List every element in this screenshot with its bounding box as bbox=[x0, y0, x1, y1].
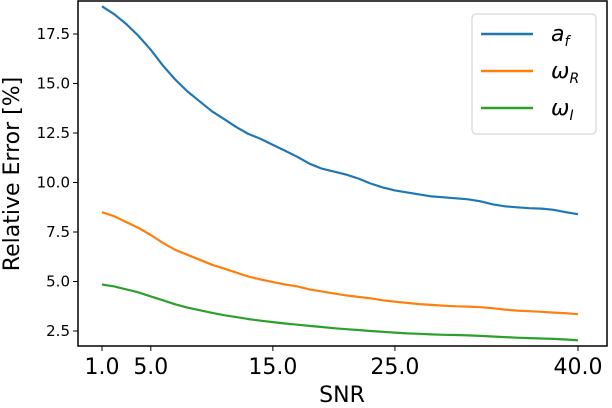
legend: af ωR ωI bbox=[471, 13, 597, 135]
axes-frame bbox=[77, 0, 608, 347]
y-tick-label: 17.5 bbox=[37, 25, 70, 43]
x-tick-label: 25.0 bbox=[370, 355, 419, 380]
y-tick-label: 15.0 bbox=[37, 75, 70, 93]
legend-label: ωR bbox=[551, 59, 579, 87]
series-line-omega_R bbox=[101, 211, 579, 316]
x-axis-ticks: 1.0 5.0 15.0 25.0 40.0 bbox=[85, 346, 603, 380]
series-line-a_f bbox=[101, 5, 579, 216]
y-tick-label: 5.0 bbox=[46, 273, 70, 291]
y-axis-label: Relative Error [%] bbox=[0, 77, 25, 271]
y-tick-label: 7.5 bbox=[46, 223, 70, 241]
legend-label: ωI bbox=[551, 96, 574, 124]
plot-lines bbox=[101, 5, 579, 342]
y-tick-label: 12.5 bbox=[37, 124, 70, 142]
x-tick-label: 1.0 bbox=[85, 355, 120, 380]
y-axis-ticks: 2.5 5.0 7.5 10.0 12.5 15.0 17.5 bbox=[37, 25, 78, 340]
y-tick-label: 10.0 bbox=[37, 174, 70, 192]
series-line-omega_I bbox=[101, 283, 579, 342]
y-tick-label: 2.5 bbox=[46, 322, 70, 340]
x-tick-label: 40.0 bbox=[554, 355, 603, 380]
x-tick-label: 15.0 bbox=[248, 355, 297, 380]
legend-label: af bbox=[551, 22, 571, 50]
x-tick-label: 5.0 bbox=[133, 355, 168, 380]
legend-box bbox=[471, 13, 597, 135]
x-axis-label: SNR bbox=[319, 383, 365, 408]
